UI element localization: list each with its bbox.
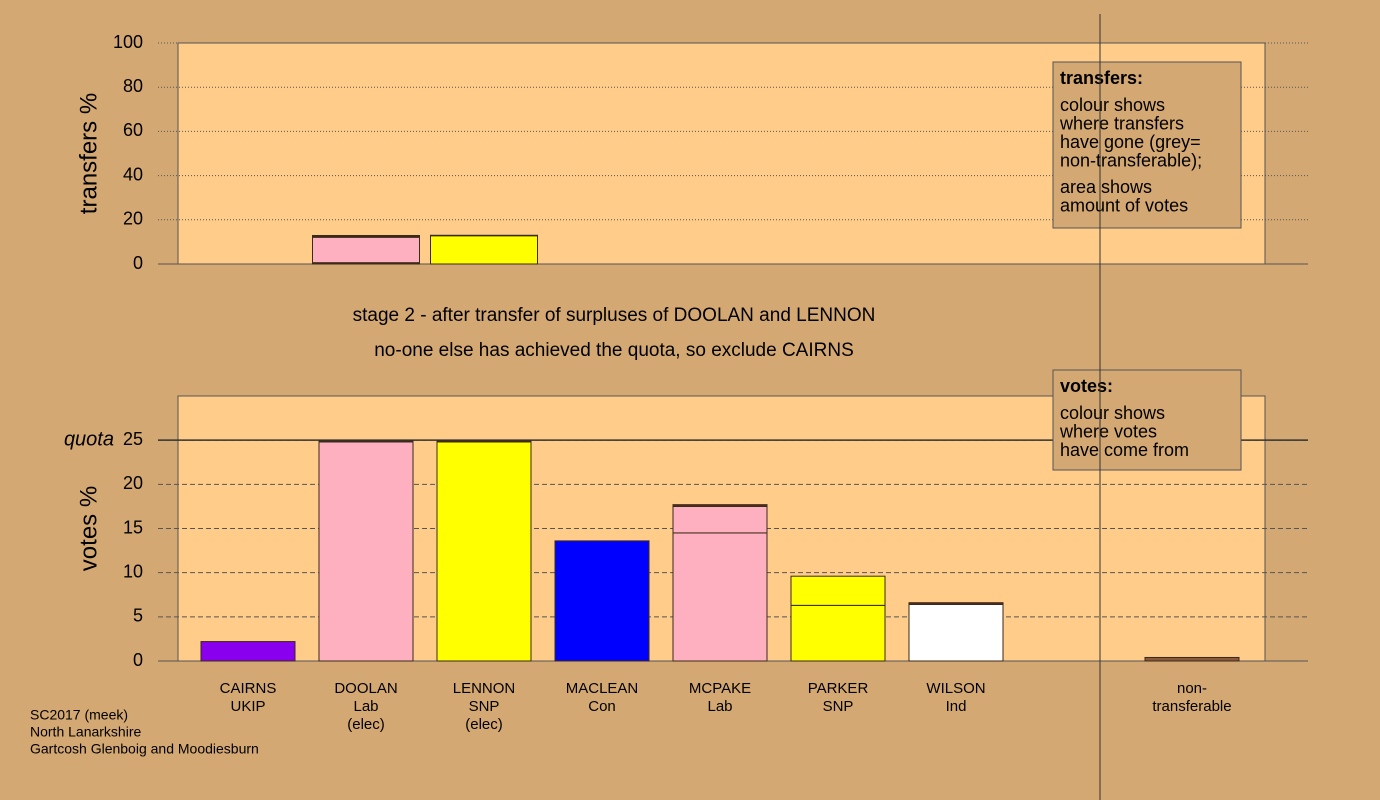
x-tick-label: SNP xyxy=(469,698,500,715)
legend-text: where votes xyxy=(1059,421,1157,441)
legend-title: transfers: xyxy=(1060,68,1143,88)
bar-segment xyxy=(1144,656,1240,662)
bar-segment xyxy=(312,236,420,264)
bar-segment xyxy=(790,575,886,606)
x-tick-label: MCPAKE xyxy=(689,680,751,697)
quota-label: quota xyxy=(64,428,114,450)
bar-segment xyxy=(672,505,768,534)
footer-text: North Lanarkshire xyxy=(30,724,141,740)
bar-segment xyxy=(318,441,414,662)
bar-segment xyxy=(312,234,420,237)
bar-segment xyxy=(200,641,296,662)
x-tick-label: (elec) xyxy=(465,716,503,733)
x-tick-label: CAIRNS xyxy=(220,680,277,697)
y-tick-label: 0 xyxy=(133,650,143,670)
bar-segment xyxy=(436,440,532,443)
x-tick-label: Lab xyxy=(353,698,378,715)
y-tick-label: 20 xyxy=(123,209,143,229)
legend-text: colour shows xyxy=(1060,403,1165,423)
x-tick-label: PARKER xyxy=(808,680,869,697)
bar-segment xyxy=(908,603,1004,662)
legend-box xyxy=(1052,369,1242,471)
legend-text: where transfers xyxy=(1059,113,1184,133)
x-tick-label: Lab xyxy=(707,698,732,715)
bar-segment xyxy=(430,234,538,237)
y-tick-label: 0 xyxy=(133,253,143,273)
legend-box xyxy=(1052,61,1242,229)
bar-segment xyxy=(672,504,768,507)
legend-text: non-transferable); xyxy=(1060,150,1202,170)
y-tick-label: 40 xyxy=(123,164,143,184)
bar-segment xyxy=(908,602,1004,605)
bar-segment xyxy=(436,441,532,662)
y-tick-label: 100 xyxy=(113,32,143,52)
bar-segment xyxy=(554,540,650,662)
bar-segment xyxy=(672,532,768,662)
x-tick-label: Con xyxy=(588,698,616,715)
x-tick-label: transferable xyxy=(1152,698,1231,715)
footer-text: Gartcosh Glenboig and Moodiesburn xyxy=(30,741,259,757)
x-tick-label: WILSON xyxy=(926,680,985,697)
legend-text: area shows xyxy=(1060,177,1152,197)
y-tick-label: 10 xyxy=(123,561,143,581)
legend-text: colour shows xyxy=(1060,95,1165,115)
legend-title: votes: xyxy=(1060,376,1113,396)
x-tick-label: (elec) xyxy=(347,716,385,733)
y-axis-label: transfers % xyxy=(75,93,102,214)
y-tick-label: 60 xyxy=(123,120,143,140)
x-tick-label: LENNON xyxy=(453,680,516,697)
y-axis-label: votes % xyxy=(75,486,102,571)
x-tick-label: DOOLAN xyxy=(334,680,397,697)
stage-text: stage 2 - after transfer of surpluses of… xyxy=(353,305,876,326)
x-tick-label: UKIP xyxy=(230,698,265,715)
footer-text: SC2017 (meek) xyxy=(30,707,128,723)
legend-text: amount of votes xyxy=(1060,195,1188,215)
y-tick-label: 20 xyxy=(123,473,143,493)
x-tick-label: SNP xyxy=(823,698,854,715)
x-tick-label: MACLEAN xyxy=(566,680,639,697)
x-tick-label: non- xyxy=(1177,680,1207,697)
bar-segment xyxy=(790,604,886,662)
legend-text: have come from xyxy=(1060,440,1189,460)
y-tick-label: 25 xyxy=(123,429,143,449)
x-tick-label: Ind xyxy=(946,698,967,715)
bar-segment xyxy=(318,440,414,443)
bar-segment xyxy=(430,235,538,265)
stage-text: no-one else has achieved the quota, so e… xyxy=(374,340,854,361)
y-tick-label: 15 xyxy=(123,517,143,537)
legend-text: have gone (grey= xyxy=(1060,132,1201,152)
y-tick-label: 5 xyxy=(133,606,143,626)
y-tick-label: 80 xyxy=(123,76,143,96)
